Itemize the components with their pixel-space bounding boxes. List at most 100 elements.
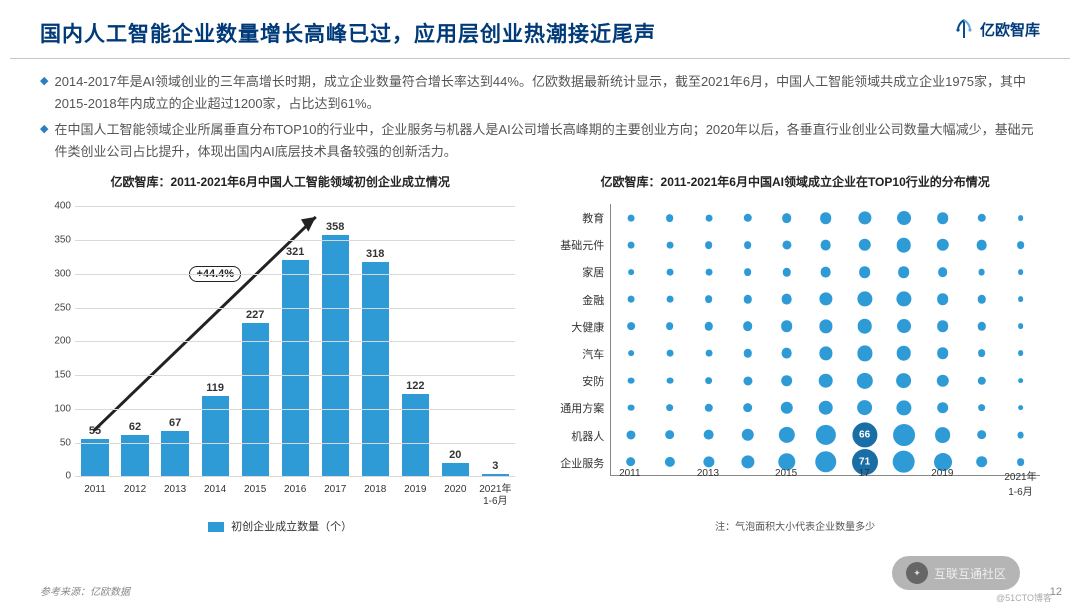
bubble [857, 292, 872, 307]
bubble [744, 241, 752, 249]
bar-value-label: 3 [492, 460, 498, 472]
bubble [1018, 269, 1024, 275]
bubble [665, 457, 675, 467]
y-tick-label: 0 [43, 471, 71, 482]
bubble-plot: 6671 [610, 204, 1040, 476]
bubble [705, 241, 713, 249]
bubble [938, 267, 948, 277]
bubble-row-label: 大健康 [540, 319, 604, 335]
grid-line [75, 443, 515, 444]
bubble [743, 376, 752, 385]
brand-logo-icon [954, 18, 974, 40]
bubble [782, 268, 790, 276]
bubble [743, 295, 751, 303]
bar [402, 394, 429, 476]
bubble [627, 322, 635, 330]
bullet-text: 在中国人工智能领域企业所属垂直分布TOP10的行业中，企业服务与机器人是AI公司… [54, 119, 1040, 163]
bubble [936, 239, 948, 251]
bubble [1017, 431, 1024, 438]
bubble [705, 350, 712, 357]
bubble [820, 212, 832, 224]
bubble-x-label [727, 468, 766, 498]
bubble [778, 427, 794, 443]
grid-line [75, 476, 515, 477]
bubble [937, 321, 949, 333]
bubble-x-label [884, 468, 923, 498]
bar-value-label: 318 [366, 248, 384, 260]
y-tick-label: 400 [43, 201, 71, 212]
bubble [896, 292, 911, 307]
bubble [666, 377, 673, 384]
bar-value-label: 20 [449, 449, 461, 461]
x-tick-label: 2020 [435, 484, 475, 508]
bubble [978, 350, 986, 358]
wechat-icon: ✦ [906, 562, 928, 584]
bubble-x-label: 2013 [688, 468, 727, 498]
bubble [896, 346, 911, 361]
bubble [666, 322, 674, 330]
x-tick-label: 2014 [195, 484, 235, 508]
grid-line [75, 240, 515, 241]
bubble [897, 319, 911, 333]
y-tick-label: 50 [43, 437, 71, 448]
bullet-item: ◆ 2014-2017年是AI领域创业的三年高增长时期，成立企业数量符合增长率达… [40, 71, 1040, 115]
grid-line [75, 341, 515, 342]
bar-legend: 初创企业成立数量（个） [40, 518, 520, 534]
bubble-row-label: 基础元件 [540, 237, 604, 253]
bubble [666, 269, 673, 276]
bubble-note: 注：气泡面积大小代表企业数量多少 [540, 518, 1050, 533]
bubble [666, 350, 673, 357]
bar [442, 463, 469, 477]
bubble [977, 376, 985, 384]
bubble [743, 214, 751, 222]
x-tick-label: 2021年1-6月 [475, 484, 515, 508]
bubble [977, 214, 985, 222]
bubble [665, 430, 675, 440]
x-tick-label: 2017 [315, 484, 355, 508]
bubble [743, 321, 753, 331]
bubble [858, 239, 870, 251]
watermark-text: 互联互通社区 [934, 565, 1006, 582]
header: 国内人工智能企业数量增长高峰已过，应用层创业热潮接近尾声 亿欧智库 [10, 0, 1070, 59]
watermark: ✦ 互联互通社区 [892, 556, 1020, 590]
bubble [781, 375, 793, 387]
bubble [897, 211, 911, 225]
bubble [896, 400, 911, 415]
bubble [744, 268, 752, 276]
bubble [781, 348, 792, 359]
bubble [856, 372, 872, 388]
bubble-row-label: 通用方案 [540, 400, 604, 416]
bubble-x-label [649, 468, 688, 498]
bubble [666, 214, 674, 222]
bubble [1018, 215, 1024, 221]
bubble [705, 295, 713, 303]
bubble [937, 348, 949, 360]
bubble [628, 351, 634, 357]
bubble [627, 214, 634, 221]
bubble [858, 211, 871, 224]
bubble [1018, 351, 1024, 357]
bar-value-label: 122 [406, 380, 424, 392]
bubble [1018, 405, 1024, 411]
bubble [1018, 323, 1024, 329]
bubble [626, 457, 636, 467]
x-tick-label: 2018 [355, 484, 395, 508]
bubble-row-label: 教育 [540, 210, 604, 226]
bubble [705, 214, 712, 221]
bubble-value-label: 66 [859, 429, 870, 440]
bubble [703, 429, 714, 440]
bar-x-labels: 2011201220132014201520162017201820192020… [75, 484, 515, 508]
bubble [896, 238, 911, 253]
bubble-x-label: 2019 [923, 468, 962, 498]
bubble [1018, 378, 1024, 384]
bubble [976, 240, 987, 251]
bubble [937, 212, 949, 224]
bubble [898, 266, 910, 278]
bubble-chart-area: 6671 201120132015 1720192021年1-6月 教育基础元件… [540, 196, 1050, 516]
bubble [704, 322, 712, 330]
diamond-icon: ◆ [40, 119, 48, 163]
bubble-row-label: 金融 [540, 292, 604, 308]
bubble [741, 455, 754, 468]
bubble-x-label: 2011 [610, 468, 649, 498]
bubble [666, 242, 673, 249]
